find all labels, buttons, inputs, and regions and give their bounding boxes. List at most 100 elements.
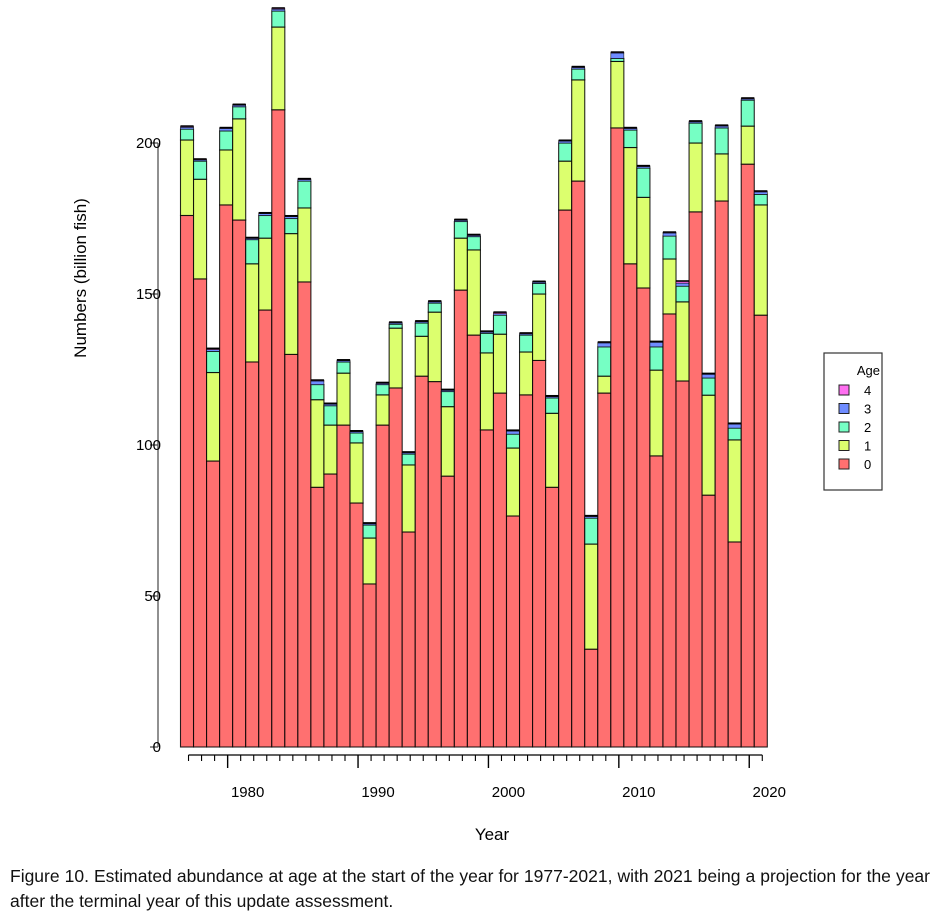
bar-stack-1979 (206, 347, 221, 748)
bar-stack-1994 (401, 451, 416, 748)
bar-stack-2004 (532, 280, 547, 748)
bar-segment-age-2 (571, 68, 586, 81)
x-axis-title: Year (475, 825, 510, 844)
bar-segment-age-3 (675, 282, 690, 287)
bar-segment-age-3 (219, 128, 233, 132)
y-tick-label: 150 (136, 286, 161, 303)
bar-segment-age-1 (636, 196, 651, 289)
bar-stack-1983 (258, 211, 273, 748)
bar-segment-age-1 (466, 249, 481, 336)
bar-segment-age-0 (375, 424, 390, 748)
bar-segment-age-1 (206, 371, 221, 462)
y-tick-label: 50 (144, 588, 161, 605)
bar-segment-age-0 (440, 475, 455, 748)
legend-label-age-3: 3 (864, 402, 871, 417)
bar-segment-age-2 (414, 322, 429, 337)
bar-segment-age-0 (584, 648, 599, 748)
bar-stack-1982 (245, 236, 260, 748)
bar-segment-age-2 (466, 236, 481, 251)
bar-segment-age-2 (219, 130, 234, 151)
bar-segment-age-1 (427, 311, 442, 383)
bar-segment-age-0 (662, 313, 677, 748)
bar-segment-age-2 (258, 214, 273, 239)
bar-segment-age-0 (649, 455, 664, 748)
bar-segment-age-2 (518, 334, 534, 353)
bar-segment-age-0 (532, 359, 547, 748)
bar-segment-age-2 (284, 217, 299, 235)
bar-segment-age-3 (649, 342, 664, 348)
bar-stack-2013 (649, 340, 664, 748)
bar-segment-age-2 (388, 323, 403, 329)
bar-segment-age-2 (597, 346, 612, 377)
bar-segment-age-0 (466, 334, 481, 748)
bar-stack-1981 (232, 103, 247, 748)
bar-segment-age-1 (375, 394, 390, 426)
bar-segment-age-1 (688, 142, 703, 213)
bar-segment-age-2 (375, 384, 390, 396)
bar-segment-age-0 (636, 287, 651, 748)
bar-segment-age-0 (701, 494, 716, 748)
bar-stack-2020 (740, 97, 755, 748)
bar-segment-age-1 (310, 399, 325, 488)
legend-swatch-age-3 (838, 403, 850, 414)
legend-swatch-age-0 (838, 458, 850, 470)
stacked-bar-chart: 0 50 100 150 200 1980 1990 2000 2010 2020 Number… (71, 7, 883, 844)
bar-segment-age-1 (558, 160, 573, 211)
bar-stack-1993 (388, 321, 403, 748)
bar-segment-age-2 (492, 314, 508, 335)
bar-segment-age-0 (479, 429, 495, 748)
y-tick-label: 100 (136, 437, 161, 454)
bar-stack-1988 (323, 402, 338, 748)
bar-stack-2021 (753, 190, 768, 748)
bar-segment-age-0 (623, 263, 638, 748)
bar-stack-2010 (610, 51, 625, 748)
bar-segment-age-1 (662, 258, 677, 315)
bar-segment-age-1 (545, 412, 560, 488)
bar-stack-2016 (688, 120, 703, 748)
bar-stack-1980 (219, 126, 234, 748)
bar-segment-age-2 (584, 517, 599, 545)
bar-segment-age-1 (505, 447, 521, 517)
bar-stack-1996 (427, 300, 442, 748)
bar-stack-2015 (675, 280, 690, 748)
legend: Age 4 3 2 1 0 (823, 352, 883, 491)
bar-stack-2009 (597, 341, 612, 748)
bar-stack-1995 (414, 320, 429, 748)
bar-segment-age-0 (388, 387, 403, 748)
bar-segment-age-1 (179, 139, 195, 217)
bar-segment-age-2 (192, 160, 208, 180)
bar-stack-1990 (349, 430, 364, 748)
bar-segment-age-2 (479, 332, 495, 354)
bar-segment-age-2 (245, 239, 260, 265)
bar-segment-age-2 (453, 220, 468, 239)
bar-segment-age-3 (701, 374, 716, 379)
bar-stack-2011 (623, 126, 638, 748)
legend-label-age-4: 4 (864, 383, 871, 398)
y-tick-label: 200 (136, 135, 161, 152)
bar-segment-age-1 (219, 149, 234, 206)
bar-segment-age-1 (597, 375, 612, 394)
bar-stack-1989 (336, 359, 351, 748)
bar-stack-1997 (440, 388, 455, 748)
bar-segment-age-0 (401, 531, 416, 748)
bar-segment-age-2 (610, 57, 625, 63)
bar-segment-age-3 (506, 430, 520, 435)
bar-segment-age-2 (675, 285, 690, 303)
bar-segment-age-0 (179, 214, 195, 748)
bar-stack-2018 (714, 124, 729, 748)
bar-stack-1984 (271, 7, 286, 748)
x-tick-label: 1980 (231, 784, 264, 801)
bar-segment-age-2 (623, 129, 638, 149)
bar-segment-age-0 (610, 127, 625, 748)
bar-stack-2000 (479, 330, 495, 748)
bar-segment-age-0 (192, 278, 208, 748)
bar-segment-age-0 (336, 424, 351, 748)
bar-segment-age-3 (662, 232, 677, 237)
bar-segment-age-1 (271, 26, 286, 111)
bar-segment-age-1 (584, 543, 599, 650)
legend-swatch-age-4 (838, 384, 850, 396)
bar-segment-age-0 (362, 583, 377, 748)
bar-segment-age-0 (675, 380, 690, 748)
bar-segment-age-0 (310, 486, 325, 748)
bar-segment-age-0 (271, 109, 286, 748)
